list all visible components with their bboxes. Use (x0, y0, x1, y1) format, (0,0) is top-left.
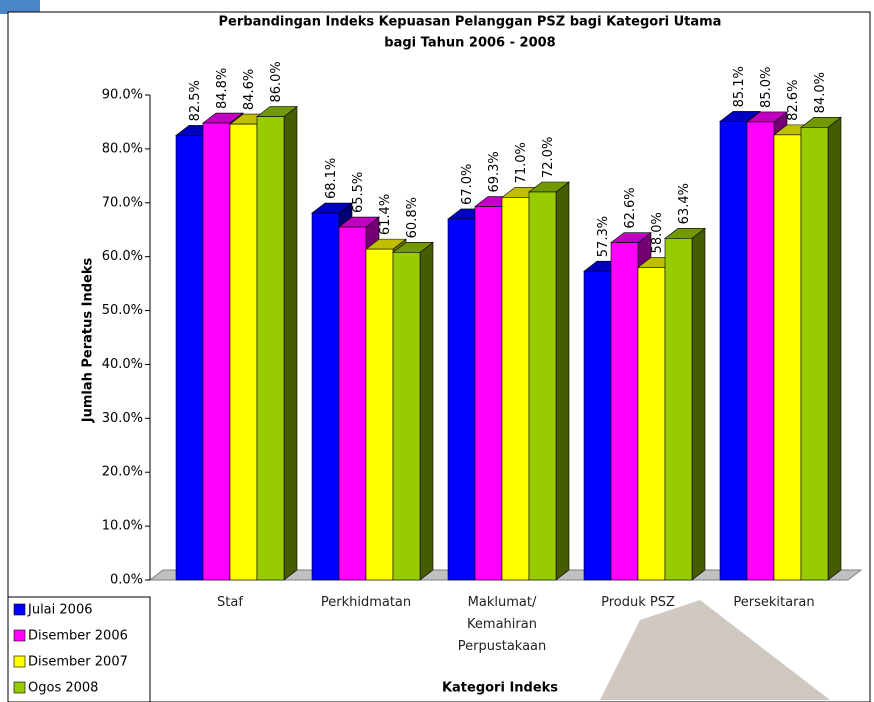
bar-side (555, 181, 570, 581)
value-label: 68.1% (324, 158, 339, 199)
legend-box (7, 596, 151, 702)
bar (392, 252, 421, 581)
legend-label: Ogos 2008 (28, 681, 98, 696)
bar (746, 121, 775, 581)
value-label: 62.6% (623, 187, 638, 228)
value-label: 85.0% (759, 67, 774, 108)
y-tick-label: 20.0% (102, 465, 143, 480)
value-label: 58.0% (650, 212, 665, 253)
value-label: 61.4% (378, 194, 393, 235)
value-label: 82.6% (786, 80, 801, 121)
bar (773, 134, 802, 581)
value-label: 85.1% (732, 66, 747, 107)
bar (528, 191, 557, 581)
y-tick-label: 80.0% (102, 141, 143, 156)
legend-swatch (13, 681, 26, 694)
bar-side (283, 105, 298, 581)
value-label: 84.6% (242, 69, 257, 110)
bar (202, 122, 231, 581)
value-label: 63.4% (677, 183, 692, 224)
bar-side (419, 241, 434, 581)
value-label: 86.0% (269, 61, 284, 102)
bar (338, 226, 367, 581)
bar-side (691, 227, 706, 581)
bar (256, 116, 285, 581)
value-label: 69.3% (487, 151, 502, 192)
x-tick-label: Staf (217, 595, 243, 610)
x-tick-label: Perkhidmatan (320, 595, 412, 610)
bar (664, 238, 693, 581)
value-label: 84.0% (813, 72, 828, 113)
value-label: 57.3% (596, 216, 611, 257)
legend-swatch (13, 655, 26, 668)
y-tick-label: 50.0% (102, 303, 143, 318)
y-tick-label: 90.0% (102, 88, 143, 103)
bar (610, 242, 639, 581)
legend-label: Disember 2006 (28, 629, 128, 644)
bar (311, 212, 340, 581)
value-label: 60.8% (405, 197, 420, 238)
value-label: 72.0% (541, 137, 556, 178)
legend-label: Disember 2007 (28, 655, 128, 670)
value-label: 65.5% (351, 172, 366, 213)
bar (474, 206, 503, 581)
legend-label: Julai 2006 (27, 603, 92, 618)
bar (800, 127, 829, 581)
x-tick-label: Produk PSZ (601, 595, 675, 610)
bar (447, 218, 476, 581)
bar (637, 267, 666, 581)
x-axis-title: Kategori Indeks (442, 681, 558, 696)
y-tick-label: 0.0% (110, 573, 143, 588)
bar (175, 135, 204, 581)
value-label: 71.0% (514, 142, 529, 183)
bar-side (827, 116, 842, 581)
bar (229, 123, 258, 581)
y-tick-label: 30.0% (102, 411, 143, 426)
corner-decoration (0, 0, 40, 14)
y-tick-label: 40.0% (102, 357, 143, 372)
y-tick-label: 70.0% (102, 195, 143, 210)
y-tick-label: 10.0% (102, 519, 143, 534)
value-label: 82.5% (188, 80, 203, 121)
legend-swatch (13, 603, 26, 616)
y-axis-title: Jumlah Peratus Indeks (81, 257, 96, 423)
chart-title: bagi Tahun 2006 - 2008 (384, 36, 555, 51)
chart-title: Perbandingan Indeks Kepuasan Pelanggan P… (219, 15, 722, 30)
bar (501, 197, 530, 581)
bar (583, 270, 612, 581)
bar (719, 121, 748, 581)
y-tick-label: 60.0% (102, 249, 143, 264)
x-tick-label: Maklumat/ Kemahiran Perpustakaan (457, 595, 547, 654)
legend-swatch (13, 629, 26, 642)
bar (365, 248, 394, 581)
x-tick-label: Persekitaran (733, 595, 815, 610)
value-label: 84.8% (215, 68, 230, 109)
value-label: 67.0% (460, 164, 475, 205)
photo-fragment (600, 600, 830, 700)
